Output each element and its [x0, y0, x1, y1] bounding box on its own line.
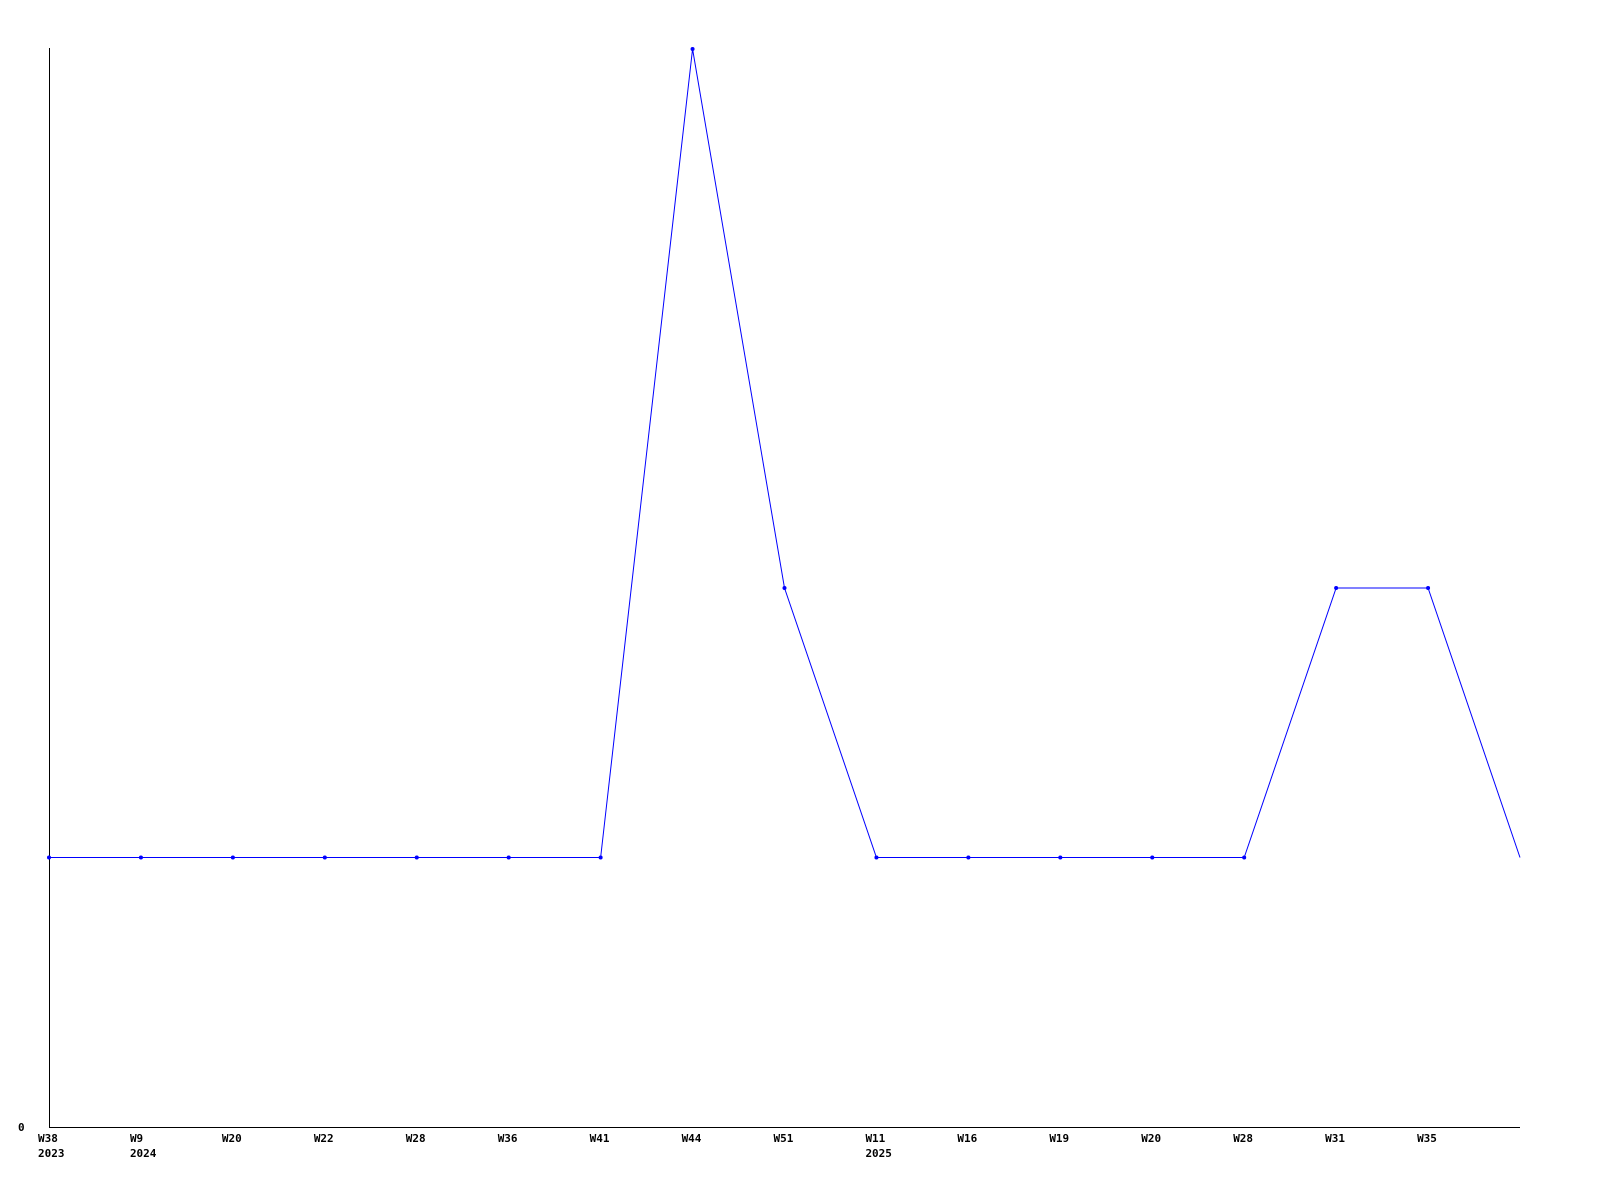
data-point [414, 855, 419, 860]
x-tick-label: W31 [1325, 1132, 1345, 1145]
data-point [506, 855, 511, 860]
data-point [47, 855, 51, 860]
x-tick-label: W20 [1141, 1132, 1161, 1145]
x-tick-label: W9 [130, 1132, 143, 1145]
data-point [322, 855, 327, 860]
x-tick-label: W19 [1049, 1132, 1069, 1145]
data-point [966, 855, 971, 860]
x-tick-year-label: 2025 [865, 1147, 892, 1160]
x-tick-label: W28 [1233, 1132, 1253, 1145]
data-point [1334, 586, 1339, 590]
x-tick-label: W38 [38, 1132, 58, 1145]
x-tick-label: W44 [682, 1132, 702, 1145]
x-tick-label: W41 [590, 1132, 610, 1145]
data-point [1150, 855, 1155, 860]
x-tick-label: W36 [498, 1132, 518, 1145]
x-tick-label: W16 [957, 1132, 977, 1145]
data-point [230, 855, 235, 860]
data-point [1242, 855, 1247, 860]
data-point [782, 586, 787, 590]
x-tick-label: W28 [406, 1132, 426, 1145]
x-tick-label: W35 [1417, 1132, 1437, 1145]
x-tick-label: W11 [865, 1132, 885, 1145]
data-point [1058, 855, 1063, 860]
data-point [690, 47, 695, 51]
data-point [598, 855, 603, 860]
y-tick-label-0: 0 [18, 1121, 25, 1134]
x-tick-year-label: 2024 [130, 1147, 157, 1160]
data-point [1426, 586, 1431, 590]
data-point [874, 855, 879, 860]
x-tick-label: W20 [222, 1132, 242, 1145]
data-point [138, 855, 143, 860]
x-tick-label: W22 [314, 1132, 334, 1145]
series-line [49, 48, 1521, 858]
x-tick-label: W51 [774, 1132, 794, 1145]
x-tick-year-label: 2023 [38, 1147, 65, 1160]
